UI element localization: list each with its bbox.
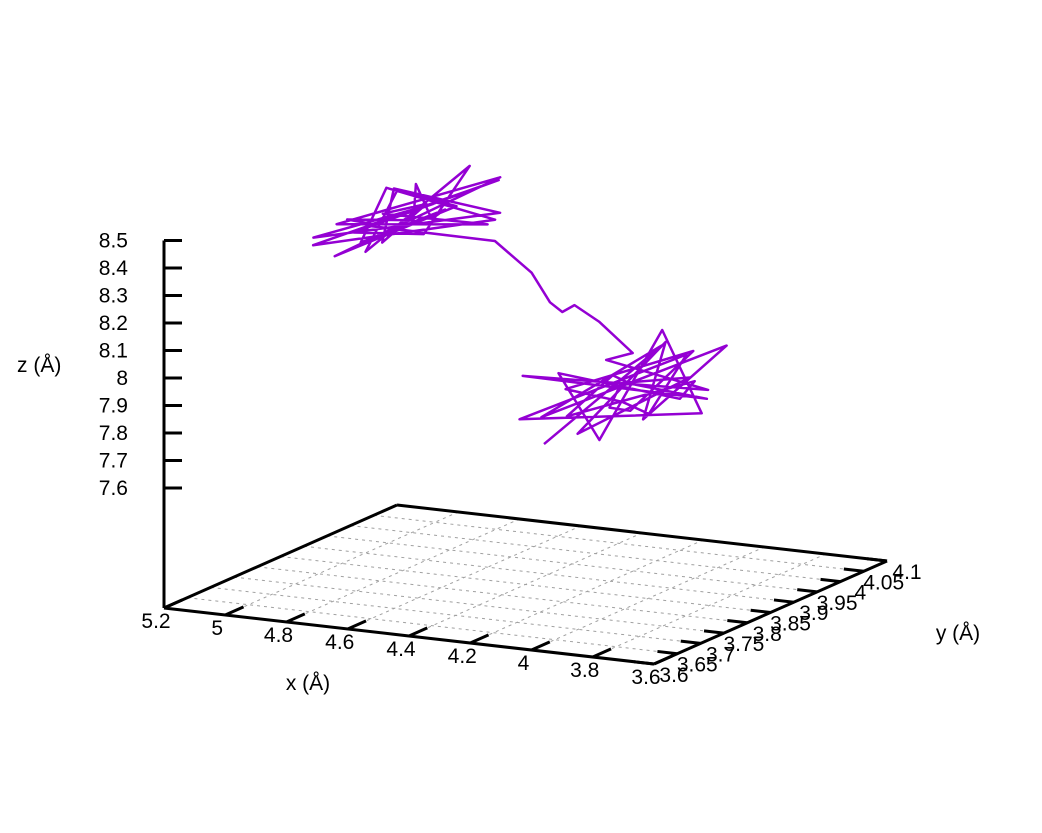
- x-tick: [163, 598, 183, 610]
- grid-line-y: [327, 535, 818, 593]
- x-tick: [285, 612, 306, 624]
- y-tick: [797, 588, 818, 594]
- trajectory-line: [311, 164, 728, 446]
- z-tick-label: 8.4: [99, 257, 129, 280]
- y-tick-label: 3.95: [817, 592, 858, 615]
- z-axis-title: z (Å): [17, 354, 61, 377]
- y-tick: [633, 660, 655, 666]
- grid-line-y: [257, 566, 748, 624]
- grid-line-x: [225, 511, 459, 616]
- x-tick-label: 5.2: [141, 610, 170, 633]
- z-tick-label: 8.5: [99, 230, 128, 253]
- grid-line-y: [350, 525, 841, 583]
- y-tick: [727, 619, 748, 625]
- x-tick: [653, 654, 673, 666]
- y-tick-label: 4.1: [892, 561, 921, 584]
- tick-labels: 5.2 5 4.8 4.6 4.4 4.2 4 3.8 3.63.63.653.73.753.8…: [99, 230, 922, 690]
- base-back-edge: [396, 503, 888, 563]
- y-axis-title: y (Å): [936, 622, 980, 645]
- y-tick: [750, 608, 771, 614]
- y-tick: [866, 557, 888, 563]
- y-tick: [657, 649, 678, 656]
- y-tick-label: 3.7: [706, 643, 735, 666]
- z-tick-label: 7.8: [99, 422, 128, 445]
- grid-line-x: [531, 546, 765, 651]
- z-tick-label: 7.9: [99, 395, 128, 418]
- x-tick: [530, 640, 551, 652]
- y-tick-label: 3.65: [677, 654, 718, 677]
- series-layer: [311, 164, 728, 446]
- y-tick: [773, 598, 794, 604]
- y-tick: [680, 639, 701, 645]
- x-tick-label: 4.4: [386, 638, 416, 661]
- x-tick-label: 4.8: [264, 624, 293, 647]
- y-tick-label: 3.8: [753, 623, 782, 646]
- x-axis-title: x (Å): [286, 672, 330, 695]
- z-tick-label: 8: [116, 367, 128, 390]
- y-tick: [843, 567, 864, 573]
- y-tick-label: 4.05: [863, 571, 904, 594]
- base-left-edge: [163, 503, 398, 610]
- y-tick-label: 3.85: [770, 613, 811, 636]
- x-tick-label: 4.2: [448, 645, 477, 668]
- x-tick: [347, 619, 367, 631]
- y-tick-label: 3.75: [723, 633, 764, 656]
- x-tick-label: 3.8: [570, 659, 599, 682]
- x-tick: [408, 626, 428, 638]
- y-tick-label: 3.9: [799, 602, 828, 625]
- x-tick-label: 3.6: [631, 666, 660, 689]
- z-tick-label: 8.3: [99, 285, 128, 308]
- x-tick: [224, 605, 245, 617]
- y-tick: [820, 577, 841, 584]
- grid-line-y: [373, 514, 864, 572]
- x-tick: [469, 633, 490, 645]
- grid-line-y: [303, 545, 794, 603]
- x-tick: [592, 647, 612, 659]
- y-tick-label: 3.6: [659, 664, 688, 687]
- z-tick-label: 7.7: [99, 450, 128, 473]
- y-tick: [703, 629, 725, 635]
- grid-line-x: [592, 553, 826, 658]
- grid-line-y: [233, 576, 724, 634]
- z-tick-label: 7.6: [99, 477, 128, 500]
- y-tick-label: 4: [855, 582, 867, 605]
- x-tick-label: 5: [211, 617, 223, 640]
- x-tick-label: 4: [518, 652, 530, 675]
- z-tick-label: 8.1: [99, 340, 128, 363]
- z-tick-label: 8.2: [99, 312, 128, 335]
- x-tick-label: 4.6: [325, 631, 354, 654]
- grid-line-y: [210, 586, 701, 644]
- grid-line-y: [280, 556, 771, 613]
- grid-line-x: [286, 518, 520, 623]
- grid-line-y: [187, 597, 678, 655]
- axes: [162, 239, 888, 666]
